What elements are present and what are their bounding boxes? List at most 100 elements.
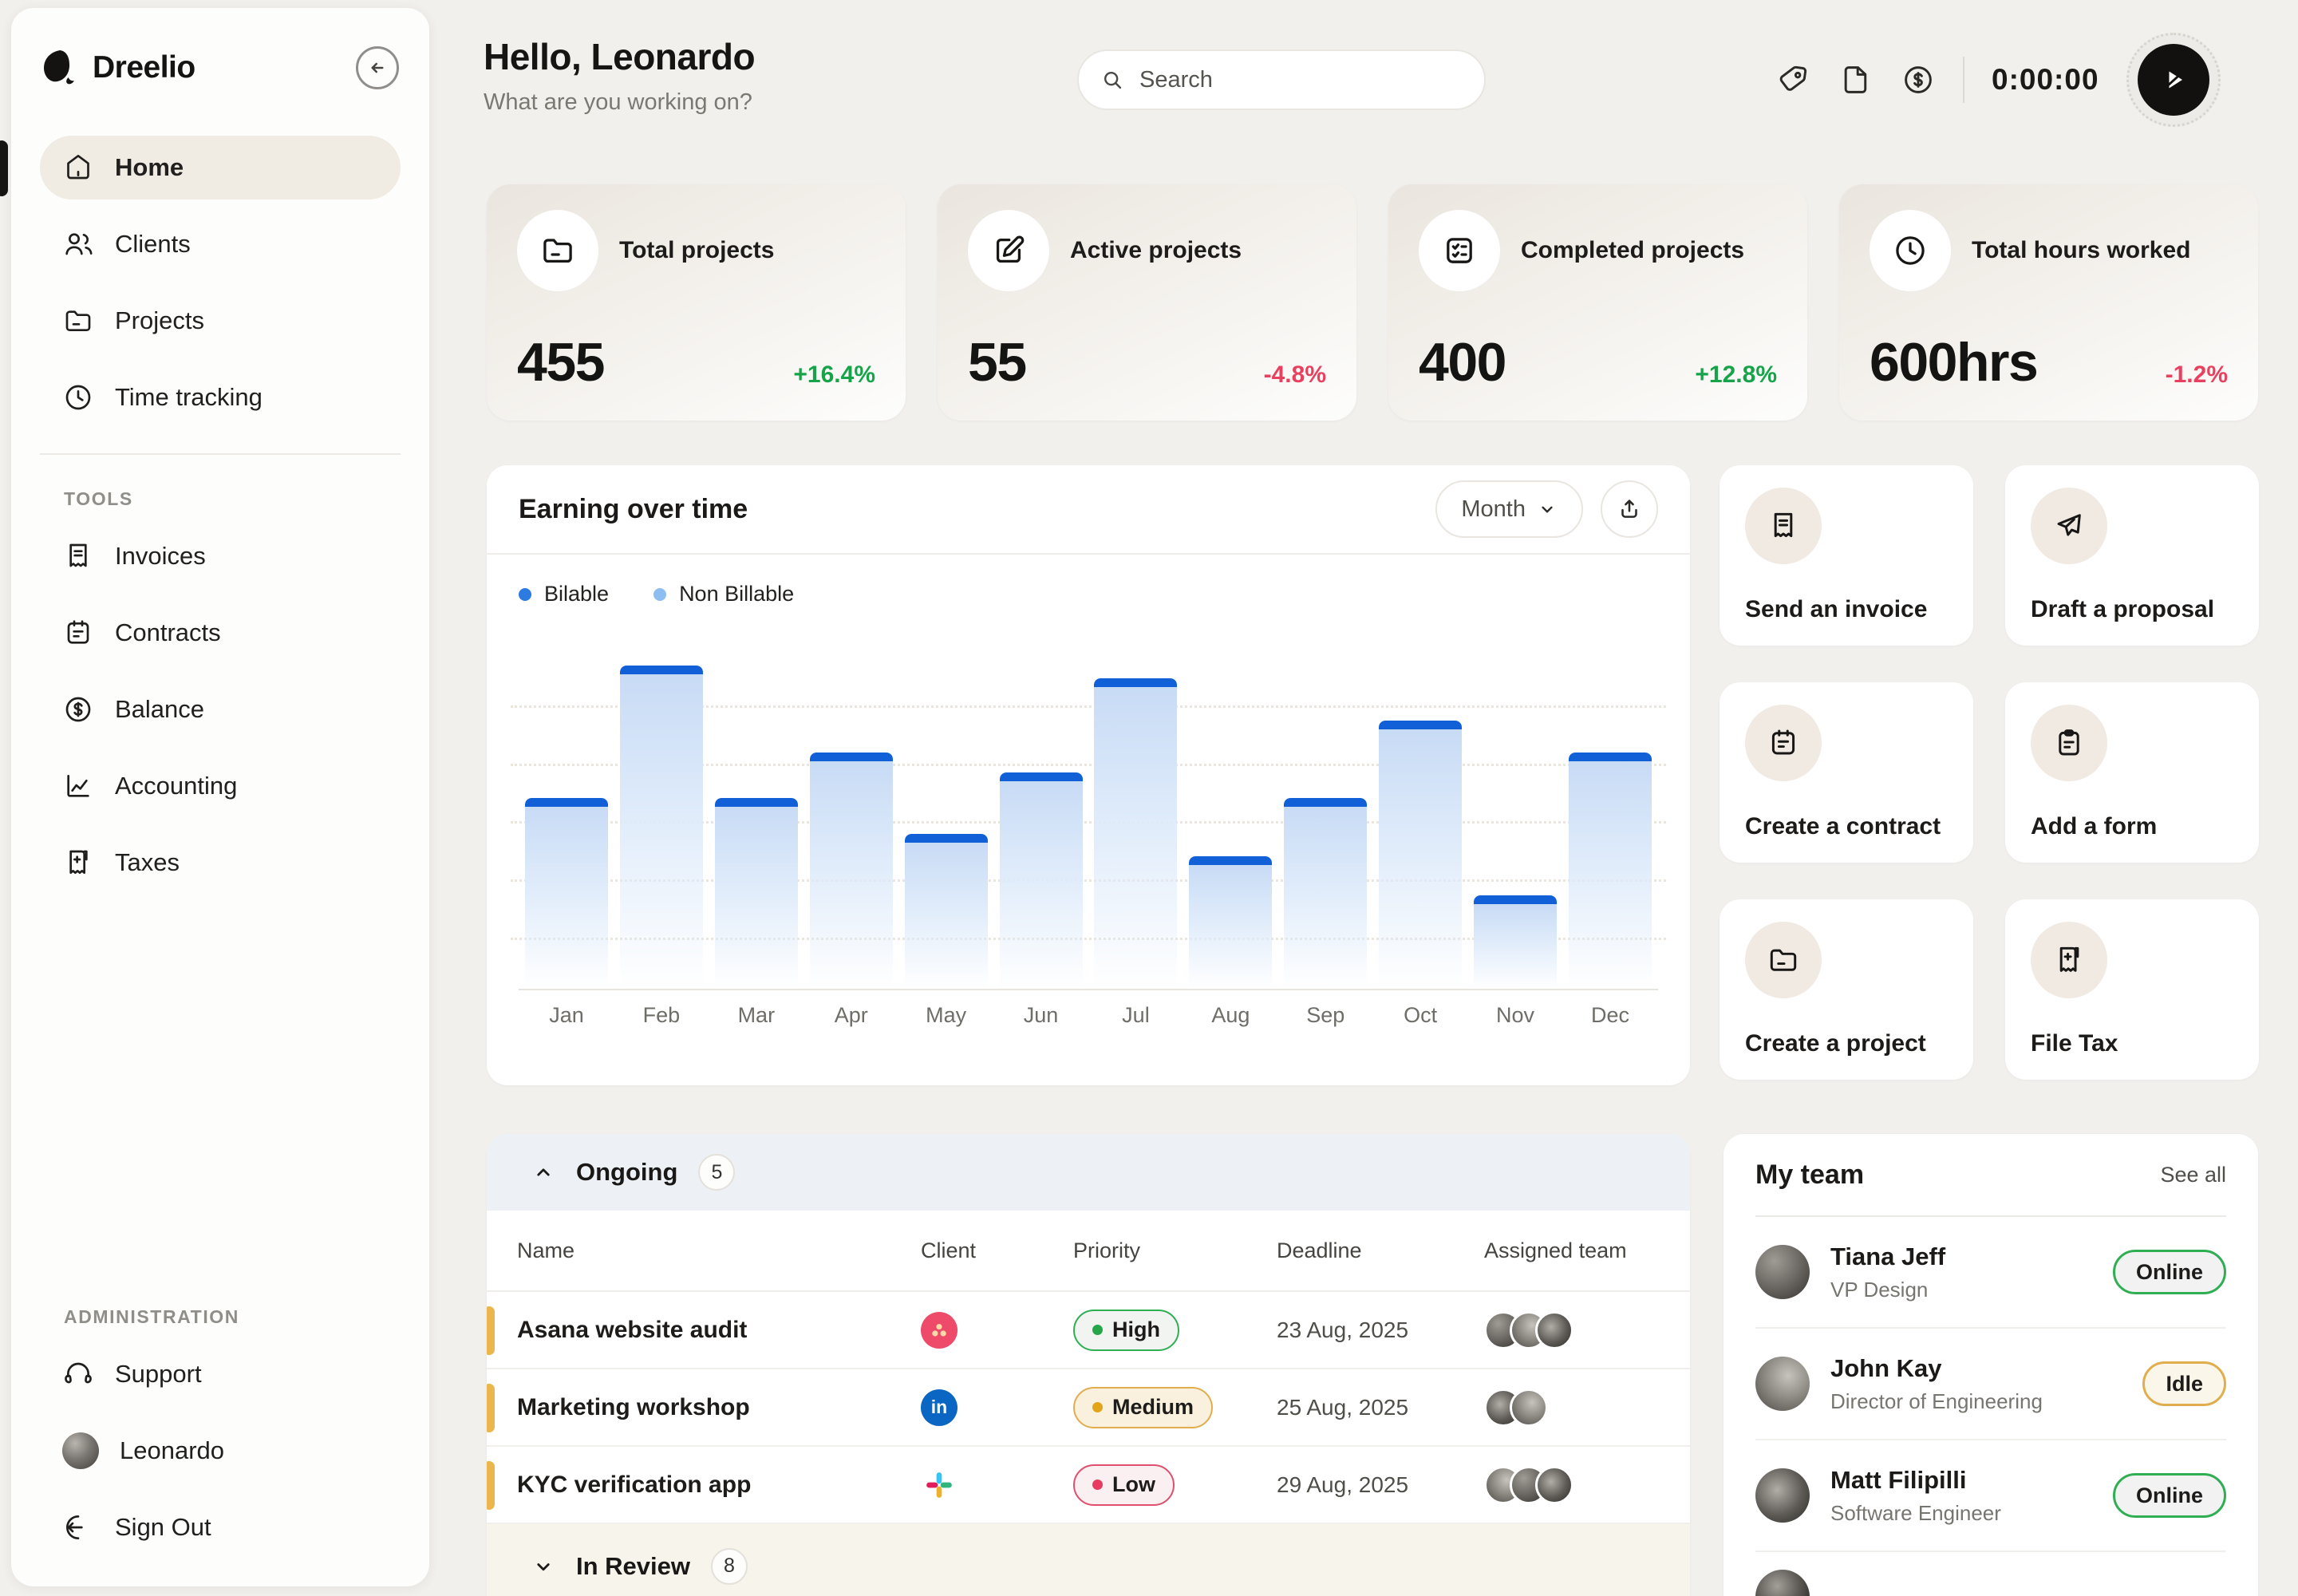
chart-bar-apr	[809, 753, 893, 989]
stat-value: 600hrs	[1870, 332, 2039, 393]
page-subtitle: What are you working on?	[484, 89, 752, 115]
stat-card-total-projects: Total projects 455 +16.4%	[487, 184, 906, 421]
sidebar-item-projects[interactable]: Projects	[40, 289, 401, 353]
period-dropdown[interactable]: Month	[1435, 480, 1583, 538]
paper-plane-icon	[2031, 488, 2107, 564]
table-row[interactable]: KYC verification app Low 29 Aug, 2025	[487, 1447, 1690, 1524]
tag-button[interactable]	[1776, 62, 1811, 97]
chevron-down-icon	[531, 1555, 555, 1578]
export-chart-button[interactable]	[1601, 480, 1658, 538]
x-tick: May	[926, 1003, 967, 1027]
sidebar-item-home[interactable]: Home	[40, 136, 401, 200]
legend-label: Bilable	[544, 582, 610, 606]
sidebar-item-accounting[interactable]: Accounting	[40, 754, 401, 818]
chart-x-axis-labels: Jan Feb Mar Apr May Jun Jul Aug Sep Oct …	[525, 1003, 1652, 1028]
x-tick: Nov	[1496, 1003, 1535, 1027]
projects-folder-icon	[62, 305, 94, 337]
row-accent-bar	[487, 1461, 495, 1510]
chart-title: Earning over time	[519, 493, 748, 524]
sidebar-item-label: Contracts	[115, 618, 221, 646]
stat-delta: -1.2%	[2165, 361, 2228, 388]
search-bar[interactable]	[1077, 49, 1486, 110]
sidebar-item-contracts[interactable]: Contracts	[40, 601, 401, 665]
member-role: Software Engineer	[1830, 1500, 2001, 1525]
x-tick: Oct	[1404, 1003, 1438, 1027]
ongoing-section-header[interactable]: Ongoing 5	[487, 1134, 1690, 1211]
collapse-sidebar-button[interactable]	[356, 46, 399, 89]
priority-badge: Medium	[1073, 1386, 1214, 1428]
action-file-tax[interactable]: File Tax	[2005, 899, 2259, 1080]
clients-icon	[62, 228, 94, 260]
action-send-invoice[interactable]: Send an invoice	[1720, 465, 1973, 646]
sidebar-item-label: Accounting	[115, 772, 238, 800]
chart-bar-jan	[525, 798, 608, 989]
status-badge: Online	[2112, 1250, 2226, 1294]
sidebar-item-label: Taxes	[115, 848, 180, 876]
sidebar-item-taxes[interactable]: Taxes	[40, 831, 401, 895]
x-tick: Sep	[1306, 1003, 1345, 1027]
assigned-team-avatars	[1454, 1388, 1690, 1427]
timer-button-halo	[2126, 33, 2221, 127]
sidebar-item-time-tracking[interactable]: Time tracking	[40, 365, 401, 429]
action-draft-proposal[interactable]: Draft a proposal	[2005, 465, 2259, 646]
sidebar-item-label: Home	[115, 153, 184, 181]
sidebar-nav: Home Clients Projects Time tracking	[40, 136, 401, 429]
table-row[interactable]: Marketing workshop in Medium 25 Aug, 202…	[487, 1369, 1690, 1447]
sidebar-item-profile[interactable]: Leonardo	[40, 1419, 401, 1483]
linkedin-logo-icon: in	[921, 1389, 958, 1426]
action-create-contract[interactable]: Create a contract	[1720, 682, 1973, 863]
avatar	[1755, 1468, 1810, 1523]
chart-bars	[525, 666, 1652, 989]
chart-bar-jun	[999, 772, 1083, 989]
form-clipboard-icon	[2031, 705, 2107, 781]
stats-row: Total projects 455 +16.4% Active project…	[487, 184, 2258, 421]
team-member-row[interactable]: Tiana Jeff VP Design Online	[1755, 1217, 2226, 1329]
start-timer-button[interactable]	[2137, 44, 2209, 116]
avatar	[1535, 1465, 1573, 1504]
contract-note-icon	[1745, 705, 1822, 781]
earnings-chart-card: Earning over time Month Bilable Non Bill…	[487, 465, 1690, 1085]
project-name: Asana website audit	[517, 1316, 748, 1343]
sidebar-item-clients[interactable]: Clients	[40, 212, 401, 276]
member-name: Matt Filipilli	[1830, 1465, 1967, 1494]
play-icon	[2156, 62, 2191, 97]
sidebar-item-sign-out[interactable]: Sign Out	[40, 1495, 401, 1559]
sidebar-tools: Invoices Contracts Balance Accounting Ta…	[40, 524, 401, 895]
stat-card-active-projects: Active projects 55 -4.8%	[938, 184, 1356, 421]
team-member-row[interactable]: John Kay Director of Engineering Idle	[1755, 1329, 2226, 1440]
table-row[interactable]: Asana website audit High 23 Aug, 2025	[487, 1292, 1690, 1369]
sidebar-item-invoices[interactable]: Invoices	[40, 524, 401, 588]
gridline	[511, 705, 1666, 708]
billing-button[interactable]	[1901, 62, 1936, 97]
in-review-section-header[interactable]: In Review 8	[487, 1524, 1690, 1596]
gridline	[511, 763, 1666, 766]
row-accent-bar	[487, 1306, 495, 1355]
chart-bar-aug	[1189, 855, 1273, 989]
sidebar-admin-section: ADMINISTRATION Support Leonardo Sign Out	[40, 1279, 401, 1559]
sidebar-item-label: Leonardo	[120, 1436, 225, 1464]
see-all-link[interactable]: See all	[2160, 1162, 2226, 1187]
team-member-row[interactable]: Matt Filipilli Software Engineer Online	[1755, 1440, 2226, 1552]
stat-value: 55	[968, 332, 1027, 393]
avatar	[1510, 1388, 1548, 1427]
tax-receipt-icon	[62, 847, 94, 879]
chart-bar-may	[904, 833, 988, 989]
brand-name: Dreelio	[93, 50, 195, 85]
action-create-project[interactable]: Create a project	[1720, 899, 1973, 1080]
chart-bar-jul	[1094, 678, 1178, 989]
sidebar-item-balance[interactable]: Balance	[40, 678, 401, 741]
files-button[interactable]	[1838, 62, 1874, 97]
chevron-up-icon	[531, 1160, 555, 1184]
invoice-receipt-icon	[62, 540, 94, 572]
avatar	[1755, 1570, 1810, 1596]
search-input[interactable]	[1139, 66, 1463, 93]
chart-bar-nov	[1474, 895, 1558, 989]
deadline: 23 Aug, 2025	[1277, 1317, 1409, 1342]
folder-icon	[517, 210, 598, 291]
action-add-form[interactable]: Add a form	[2005, 682, 2259, 863]
page-title: Hello, Leonardo	[484, 36, 756, 77]
sidebar-item-support[interactable]: Support	[40, 1342, 401, 1406]
sidebar-item-label: Support	[115, 1360, 202, 1388]
quick-actions: Send an invoice Draft a proposal Create …	[1720, 465, 2259, 1080]
sidebar-item-label: Projects	[115, 306, 204, 334]
